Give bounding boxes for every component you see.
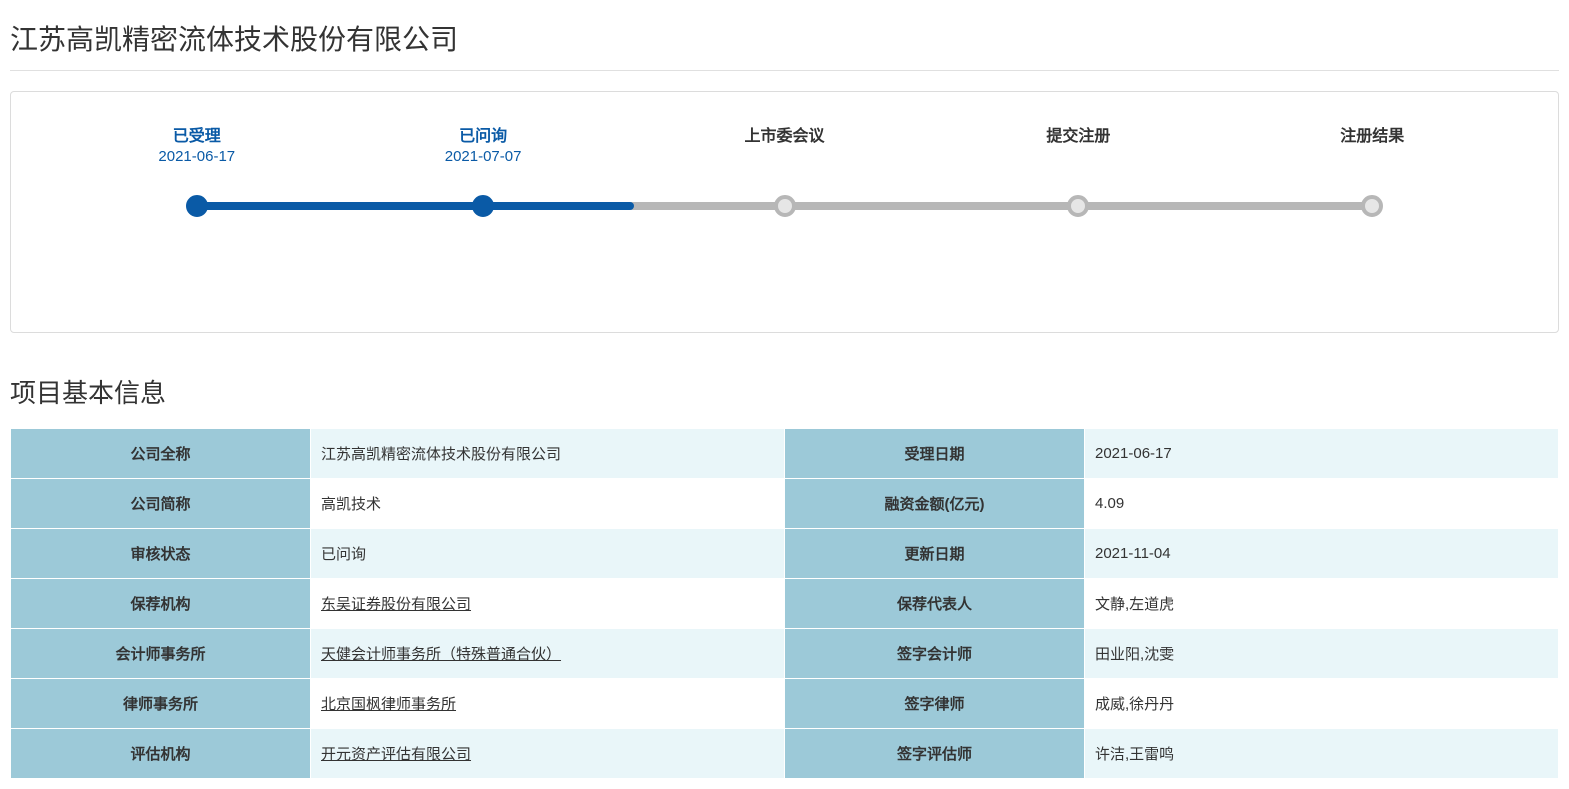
timeline-step: 提交注册: [1046, 122, 1110, 148]
table-row: 审核状态已问询更新日期2021-11-04: [11, 529, 1559, 579]
table-value: 2021-06-17: [1085, 429, 1559, 479]
table-value-link[interactable]: 天健会计师事务所（特殊普通合伙）: [321, 646, 561, 663]
section-title: 项目基本信息: [10, 373, 1559, 410]
table-value-link[interactable]: 北京国枫律师事务所: [321, 696, 456, 713]
table-value: 田业阳,沈雯: [1085, 629, 1559, 679]
table-label: 保荐代表人: [785, 579, 1085, 629]
table-label: 公司简称: [11, 479, 311, 529]
table-value[interactable]: 天健会计师事务所（特殊普通合伙）: [311, 629, 785, 679]
table-row: 评估机构开元资产评估有限公司 签字评估师许洁,王雷鸣: [11, 729, 1559, 779]
page-title: 江苏高凯精密流体技术股份有限公司: [10, 10, 1559, 71]
table-label: 签字律师: [785, 679, 1085, 729]
table-row: 会计师事务所天健会计师事务所（特殊普通合伙） 签字会计师田业阳,沈雯: [11, 629, 1559, 679]
table-label: 签字会计师: [785, 629, 1085, 679]
table-value: 许洁,王雷鸣: [1085, 729, 1559, 779]
timeline-container: 已受理 2021-06-17 已问询 2021-07-07 上市委会议 提交注册 注册结果: [10, 91, 1559, 333]
table-value-link[interactable]: 开元资产评估有限公司: [321, 746, 471, 763]
timeline-step: 已受理 2021-06-17: [158, 122, 235, 165]
timeline-node-inactive: [1067, 195, 1089, 217]
timeline-node-inactive: [1361, 195, 1383, 217]
table-label: 评估机构: [11, 729, 311, 779]
table-label: 更新日期: [785, 529, 1085, 579]
timeline-node-active: [186, 195, 208, 217]
table-row: 保荐机构东吴证券股份有限公司 保荐代表人文静,左道虎: [11, 579, 1559, 629]
table-label: 公司全称: [11, 429, 311, 479]
timeline-step: 注册结果: [1340, 122, 1404, 148]
table-label: 审核状态: [11, 529, 311, 579]
timeline-step-date: 2021-06-17: [158, 148, 235, 165]
table-label: 保荐机构: [11, 579, 311, 629]
table-value: 4.09: [1085, 479, 1559, 529]
timeline-step: 上市委会议: [744, 122, 824, 148]
table-value: 2021-11-04: [1085, 529, 1559, 579]
timeline-node-inactive: [774, 195, 796, 217]
table-value: 文静,左道虎: [1085, 579, 1559, 629]
table-value: 高凯技术: [311, 479, 785, 529]
timeline-step-title: 提交注册: [1046, 122, 1110, 146]
table-label: 受理日期: [785, 429, 1085, 479]
table-label: 签字评估师: [785, 729, 1085, 779]
timeline-step-title: 注册结果: [1340, 122, 1404, 146]
table-value: 成威,徐丹丹: [1085, 679, 1559, 729]
timeline-step-title: 上市委会议: [744, 122, 824, 146]
table-label: 律师事务所: [11, 679, 311, 729]
table-value-link[interactable]: 东吴证券股份有限公司: [321, 596, 471, 613]
table-row: 律师事务所北京国枫律师事务所 签字律师成威,徐丹丹: [11, 679, 1559, 729]
table-value[interactable]: 北京国枫律师事务所: [311, 679, 785, 729]
table-value[interactable]: 开元资产评估有限公司: [311, 729, 785, 779]
table-value[interactable]: 东吴证券股份有限公司: [311, 579, 785, 629]
table-row: 公司全称江苏高凯精密流体技术股份有限公司受理日期2021-06-17: [11, 429, 1559, 479]
table-row: 公司简称高凯技术融资金额(亿元)4.09: [11, 479, 1559, 529]
table-value: 已问询: [311, 529, 785, 579]
table-label: 融资金额(亿元): [785, 479, 1085, 529]
table-label: 会计师事务所: [11, 629, 311, 679]
timeline-node-active: [472, 195, 494, 217]
timeline-step-title: 已问询: [445, 122, 522, 146]
timeline-step-title: 已受理: [158, 122, 235, 146]
timeline-track-active: [197, 202, 634, 210]
timeline-step: 已问询 2021-07-07: [445, 122, 522, 165]
timeline: 已受理 2021-06-17 已问询 2021-07-07 上市委会议 提交注册 注册结果: [31, 122, 1538, 242]
timeline-step-date: 2021-07-07: [445, 148, 522, 165]
info-table: 公司全称江苏高凯精密流体技术股份有限公司受理日期2021-06-17公司简称高凯…: [10, 428, 1559, 779]
table-value: 江苏高凯精密流体技术股份有限公司: [311, 429, 785, 479]
